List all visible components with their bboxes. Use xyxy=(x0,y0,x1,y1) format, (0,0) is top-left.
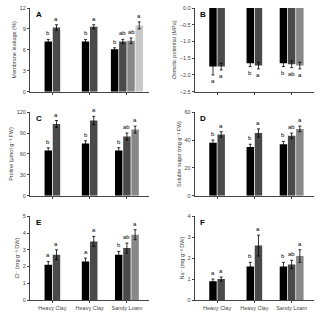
svg-text:b: b xyxy=(248,253,252,259)
svg-text:a: a xyxy=(298,117,302,123)
svg-text:3: 3 xyxy=(23,247,26,253)
svg-text:E: E xyxy=(36,218,42,227)
svg-text:−0.5: −0.5 xyxy=(180,22,191,28)
svg-text:b: b xyxy=(46,139,50,145)
svg-text:2: 2 xyxy=(188,255,191,261)
svg-text:−1.0: −1.0 xyxy=(180,38,191,44)
svg-text:6: 6 xyxy=(23,47,26,53)
svg-text:0: 0 xyxy=(188,193,191,199)
svg-text:a: a xyxy=(298,72,302,78)
svg-text:b: b xyxy=(281,132,285,138)
svg-text:a: a xyxy=(92,16,96,22)
svg-text:a: a xyxy=(219,123,223,129)
svg-text:a: a xyxy=(92,227,96,233)
svg-text:2: 2 xyxy=(23,263,26,269)
svg-text:90: 90 xyxy=(20,130,26,136)
svg-text:5: 5 xyxy=(23,213,26,219)
svg-text:A: A xyxy=(36,10,42,19)
svg-text:a: a xyxy=(54,16,58,22)
svg-text:a: a xyxy=(211,270,215,276)
svg-text:0: 0 xyxy=(23,89,26,95)
svg-text:Sandy Loam: Sandy Loam xyxy=(111,305,142,311)
svg-text:b: b xyxy=(113,39,117,45)
svg-text:ab: ab xyxy=(123,124,130,130)
svg-text:0: 0 xyxy=(188,297,191,303)
svg-text:60: 60 xyxy=(184,109,190,115)
svg-text:a: a xyxy=(54,112,58,118)
svg-text:Heavy Clay: Heavy Clay xyxy=(38,305,66,311)
svg-text:60: 60 xyxy=(20,151,26,157)
svg-text:b: b xyxy=(84,132,88,138)
svg-text:a: a xyxy=(54,241,58,247)
svg-text:Heavy Clay: Heavy Clay xyxy=(203,305,231,311)
svg-text:F: F xyxy=(200,218,205,227)
svg-text:120: 120 xyxy=(17,109,26,115)
svg-text:a: a xyxy=(256,120,260,126)
svg-text:4: 4 xyxy=(23,230,26,236)
svg-text:a: a xyxy=(133,221,137,227)
svg-text:1: 1 xyxy=(23,280,26,286)
svg-text:−1.5: −1.5 xyxy=(180,55,191,61)
svg-text:30: 30 xyxy=(20,172,26,178)
svg-text:3: 3 xyxy=(188,234,191,240)
svg-text:−2.0: −2.0 xyxy=(180,72,191,78)
svg-text:a: a xyxy=(256,72,260,78)
svg-text:b: b xyxy=(84,30,88,36)
svg-text:b: b xyxy=(248,135,252,141)
svg-text:ab: ab xyxy=(119,30,126,36)
svg-text:0: 0 xyxy=(23,193,26,199)
svg-text:b: b xyxy=(211,131,215,137)
svg-text:20: 20 xyxy=(184,165,190,171)
svg-text:Soluble sugar (mg g⁻¹ FW): Soluble sugar (mg g⁻¹ FW) xyxy=(176,121,182,187)
svg-text:b: b xyxy=(117,139,121,145)
svg-text:ab: ab xyxy=(288,71,295,77)
svg-text:4: 4 xyxy=(188,213,191,219)
svg-text:Membrane leakage (%): Membrane leakage (%) xyxy=(11,21,17,78)
svg-text:a: a xyxy=(92,107,96,113)
svg-text:b: b xyxy=(248,70,252,76)
svg-text:a: a xyxy=(84,249,88,255)
svg-text:−2.5: −2.5 xyxy=(180,89,191,95)
svg-text:Na⁻ (mg g⁻¹ DW): Na⁻ (mg g⁻¹ DW) xyxy=(179,237,185,280)
svg-text:12: 12 xyxy=(20,5,26,11)
svg-text:ab: ab xyxy=(128,29,135,35)
svg-text:b: b xyxy=(281,70,285,76)
svg-text:a: a xyxy=(137,13,141,19)
svg-text:Cl⁻ (mg g⁻¹ DW): Cl⁻ (mg g⁻¹ DW) xyxy=(14,238,20,279)
svg-text:a: a xyxy=(298,241,302,247)
svg-text:b: b xyxy=(46,30,50,36)
svg-text:Sandy Loam: Sandy Loam xyxy=(276,305,307,311)
svg-text:ab: ab xyxy=(123,234,130,240)
svg-text:Osmotic potential (MPa): Osmotic potential (MPa) xyxy=(171,20,177,79)
svg-text:Heavy Clay: Heavy Clay xyxy=(240,305,268,311)
svg-text:D: D xyxy=(200,114,206,123)
svg-text:0.0: 0.0 xyxy=(183,5,191,11)
svg-text:0: 0 xyxy=(23,297,26,303)
svg-text:a: a xyxy=(219,73,223,79)
svg-text:C: C xyxy=(36,114,42,123)
svg-text:3: 3 xyxy=(23,68,26,74)
svg-text:a: a xyxy=(256,226,260,232)
svg-text:a: a xyxy=(219,268,223,274)
svg-text:ab: ab xyxy=(288,251,295,257)
svg-text:Heavy Clay: Heavy Clay xyxy=(76,305,104,311)
svg-text:1: 1 xyxy=(188,276,191,282)
svg-text:b: b xyxy=(117,242,121,248)
svg-text:b: b xyxy=(281,253,285,259)
svg-text:40: 40 xyxy=(184,137,190,143)
svg-text:ab: ab xyxy=(288,124,295,130)
svg-text:B: B xyxy=(200,10,206,19)
svg-text:a: a xyxy=(133,117,137,123)
svg-text:9: 9 xyxy=(23,26,26,32)
svg-text:a: a xyxy=(211,78,215,84)
svg-text:a: a xyxy=(46,252,50,258)
svg-text:Proline (μmol g⁻¹ FW): Proline (μmol g⁻¹ FW) xyxy=(8,127,14,181)
